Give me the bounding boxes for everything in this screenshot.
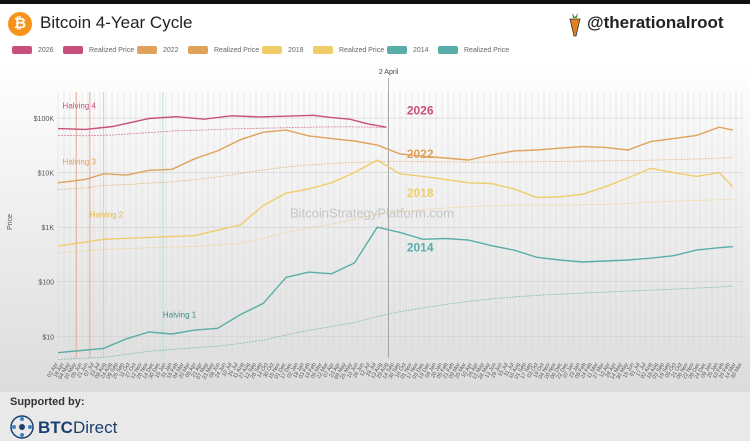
legend-label: Realized Price (89, 46, 135, 54)
sponsor-footer: Supported by: BTCDirect (0, 392, 750, 441)
y-tick-label: $100 (38, 280, 54, 287)
legend-item[interactable]: Realized Price (63, 44, 134, 56)
series-2014-realized-price (57, 285, 733, 360)
series-2022-label: 2022 (407, 147, 434, 161)
series-2018-realized-price (57, 199, 733, 254)
y-tick-label: $100K (34, 116, 55, 123)
window-top-strip (0, 0, 750, 4)
y-axis-label: Price (7, 214, 14, 230)
series-2014-label: 2014 (407, 240, 434, 254)
supported-by-label: Supported by: (10, 396, 85, 408)
legend-item[interactable]: Realized Price (438, 44, 509, 56)
legend-item[interactable]: 2018 (262, 44, 304, 56)
legend-item[interactable]: 2014 (387, 44, 429, 56)
btcdirect-brand-strong: BTC (38, 418, 73, 437)
legend-label: 2018 (288, 46, 304, 54)
legend-label: Realized Price (464, 46, 510, 54)
legend-item[interactable]: Realized Price (188, 44, 259, 56)
legend-swatch (188, 46, 208, 54)
chart-legend: 2026 Realized Price 2022 Realized Price 2018… (0, 44, 750, 58)
carrot-icon (569, 13, 581, 37)
legend-swatch (262, 46, 282, 54)
halving-label: Halving 1 (163, 311, 197, 320)
author-handle: @therationalroot (587, 13, 724, 32)
series-2026-realized-price (57, 126, 387, 137)
x-grid (57, 92, 743, 358)
y-tick-label: $10 (42, 334, 54, 341)
legend-item[interactable]: Realized Price (313, 44, 384, 56)
legend-label: 2022 (163, 46, 179, 54)
halving-label: Halving 3 (63, 158, 97, 167)
series-2022-line (57, 126, 734, 184)
legend-swatch (387, 46, 407, 54)
y-tick-label: $10K (38, 171, 55, 178)
legend-swatch (313, 46, 333, 54)
header: ₿ Bitcoin 4-Year Cycle @therationalroot (0, 4, 750, 40)
watermark: BitcoinStrategyPlatform.com (290, 206, 454, 221)
series-2026-label: 2026 (407, 104, 434, 118)
legend-swatch (438, 46, 458, 54)
today-marker-label: 2 April (379, 69, 399, 76)
bitcoin-cycle-chart: $10 $100 $1K $10K $100K Price 2 April BitcoinSt… (0, 62, 750, 392)
series-2026-line (57, 114, 387, 131)
legend-label: 2026 (38, 46, 54, 54)
y-tick-label: $1K (42, 225, 55, 232)
chart-title: Bitcoin 4-Year Cycle (40, 13, 193, 32)
legend-swatch (12, 46, 32, 54)
halving-label: Halving 2 (90, 211, 124, 220)
legend-item[interactable]: 2026 (12, 44, 54, 56)
halving-label: Halving 4 (63, 101, 97, 110)
bitcoin-logo-icon: ₿ (8, 12, 32, 36)
legend-item[interactable]: 2022 (137, 44, 179, 56)
series-2022-realized-price (57, 157, 733, 190)
btcdirect-brand: BTCDirect (38, 418, 117, 438)
legend-swatch (137, 46, 157, 54)
series-2014-line (57, 226, 733, 354)
legend-label: 2014 (413, 46, 429, 54)
legend-label: Realized Price (214, 46, 260, 54)
btcdirect-brand-rest: Direct (72, 418, 118, 437)
series-2018-line (57, 159, 734, 247)
series-2018-label: 2018 (407, 186, 434, 200)
legend-label: Realized Price (339, 46, 385, 54)
legend-swatch (63, 46, 83, 54)
btcdirect-logo-icon (10, 415, 34, 439)
